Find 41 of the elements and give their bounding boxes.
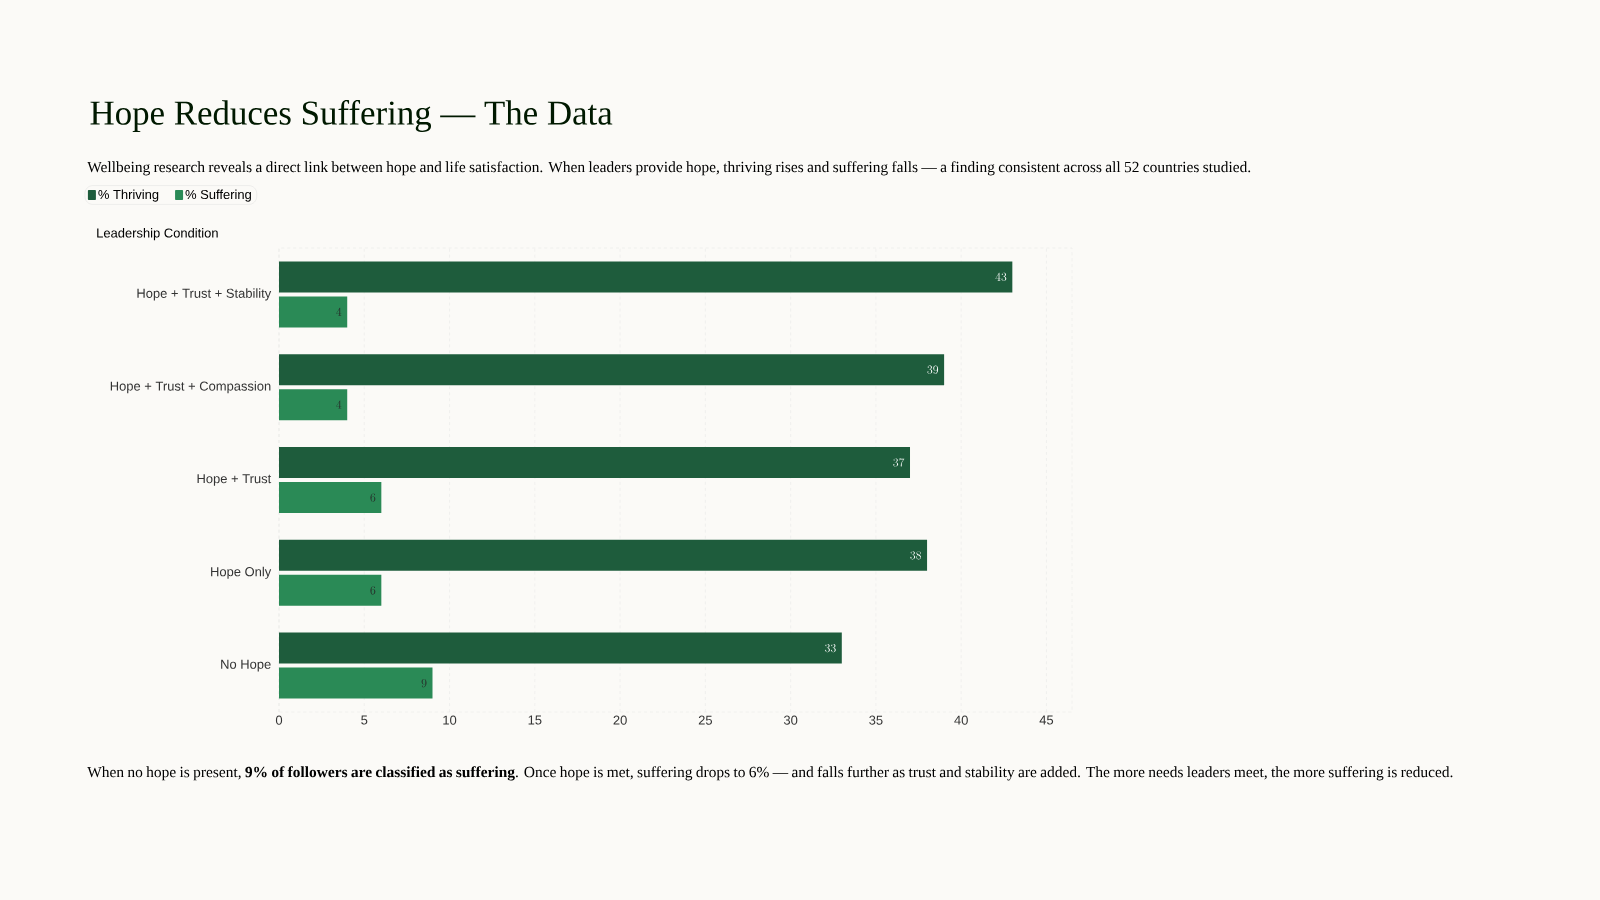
- text: When no hope is present, 9% of followers are classified as suffering. Once hope is met, suffering drops to 6% — and falls further as trust and stability are added. The more needs leaders meet, the more suffering is reduced.: [87, 766, 1453, 781]
- legend-label: % Suffering: [185, 189, 251, 202]
- bar: [279, 389, 348, 421]
- y-tick-label: No Hope: [221, 659, 271, 672]
- x-tick-label: 30: [783, 715, 798, 725]
- x-tick-label: 15: [528, 715, 542, 725]
- bar: [279, 667, 433, 699]
- y-axis-title: Leadership Condition: [97, 228, 218, 241]
- data-label: 6: [370, 493, 376, 502]
- x-tick-label: 25: [698, 715, 713, 725]
- bar: [279, 296, 348, 328]
- data-label: 4: [336, 400, 342, 409]
- data-label: 6: [370, 586, 376, 595]
- bar: [279, 482, 382, 514]
- bar: [279, 632, 842, 664]
- y-tick-label: Hope Only: [211, 566, 272, 579]
- data-label: 39: [927, 365, 939, 374]
- x-tick-label: 35: [869, 715, 883, 725]
- x-tick-label: 10: [443, 715, 457, 725]
- legend-label: % Thriving: [98, 189, 159, 202]
- data-label: 38: [910, 551, 922, 560]
- data-label: 43: [995, 272, 1007, 282]
- bar: [279, 354, 945, 386]
- data-label: 9: [421, 679, 427, 688]
- x-tick-label: 40: [954, 715, 968, 725]
- data-label: 37: [893, 458, 905, 467]
- y-tick-label: Hope + Trust: [197, 474, 272, 486]
- x-tick-label: 45: [1039, 715, 1054, 725]
- bar: [279, 574, 382, 606]
- y-tick-label: Hope + Trust + Compassion: [110, 381, 271, 394]
- chart-title: Hope Reduces Suffering — The Data: [90, 99, 613, 133]
- x-tick-label: 5: [361, 715, 368, 725]
- x-tick-label: 20: [613, 715, 627, 725]
- bar: [279, 261, 1013, 293]
- chart-subtitle: Wellbeing research reveals a direct link between hope and life satisfaction. When leaders provide hope, thriving rises and suffering falls — a finding consistent across all 52 countries studied.: [87, 161, 1251, 176]
- x-tick-label: 0: [275, 715, 283, 725]
- data-label: 4: [336, 307, 342, 316]
- bar: [279, 539, 928, 571]
- bar: [279, 447, 911, 479]
- y-tick-label: Hope + Trust + Stability: [137, 288, 272, 301]
- data-label: 33: [825, 644, 836, 653]
